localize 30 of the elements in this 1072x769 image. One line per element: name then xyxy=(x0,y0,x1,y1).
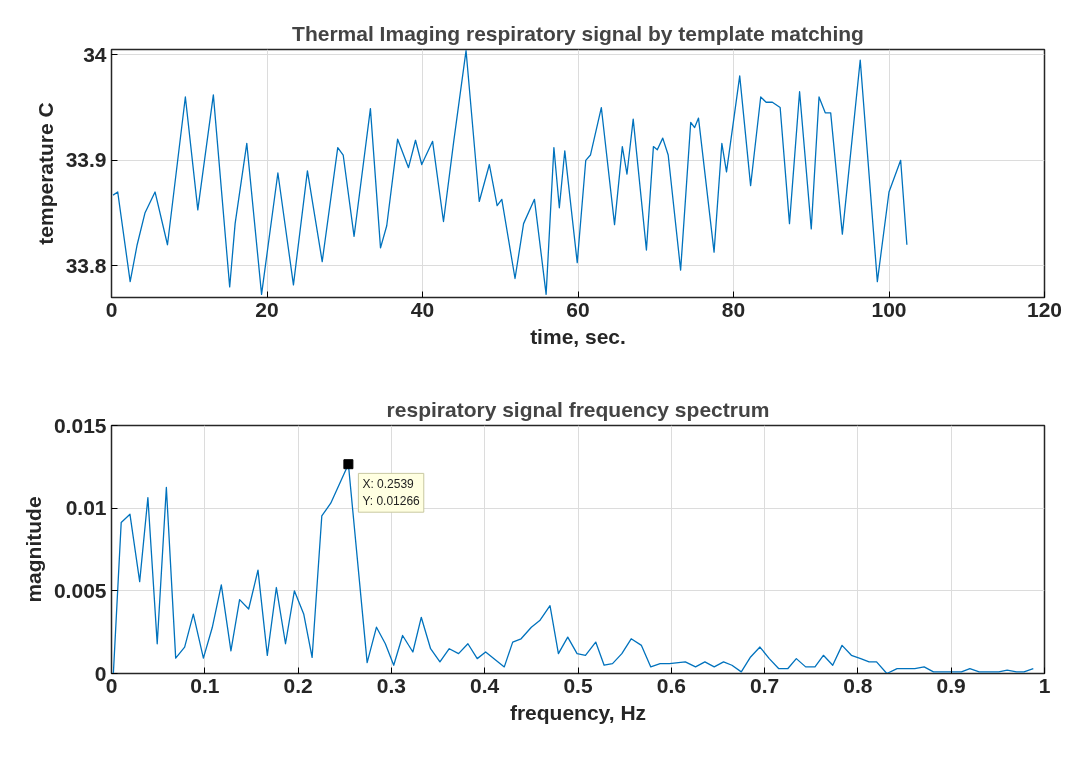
y-tick-label: 0.01 xyxy=(65,496,107,520)
chart-title: respiratory signal frequency spectrum xyxy=(386,397,770,421)
x-tick-label: 1 xyxy=(1038,673,1051,697)
x-tick-label: 0.8 xyxy=(843,673,873,697)
x-tick-label: 0.9 xyxy=(936,673,966,697)
x-tick-label: 0.4 xyxy=(470,673,500,697)
x-tick-label: 20 xyxy=(255,297,279,321)
x-axis-title: time, sec. xyxy=(530,324,626,348)
x-tick-label: 0.2 xyxy=(283,673,313,697)
x-tick-label: 100 xyxy=(871,297,907,321)
x-tick-label: 0.1 xyxy=(190,673,220,697)
annotation: X: 0.2539 Y: 0.01266 xyxy=(362,477,421,509)
y-axis-title: temperature C xyxy=(33,102,57,245)
x-tick-label: 60 xyxy=(566,297,590,321)
x-tick-label: 0.5 xyxy=(563,673,593,697)
chart-title: Thermal Imaging respiratory signal by template matching xyxy=(292,21,864,45)
y-tick-label: 33.9 xyxy=(65,148,107,172)
y-tick-label: 0.005 xyxy=(53,578,107,602)
x-tick-label: 0.3 xyxy=(376,673,407,697)
y-tick-label: 0.015 xyxy=(53,413,107,437)
x-tick-label: 120 xyxy=(1026,297,1063,321)
x-tick-label: 0.6 xyxy=(656,673,686,697)
y-tick-label: 33.8 xyxy=(65,253,107,277)
x-tick-label: 40 xyxy=(410,297,435,321)
x-axis-title: frequency, Hz xyxy=(509,700,647,724)
y-axis-title: magnitude xyxy=(21,496,45,603)
x-tick-label: 80 xyxy=(721,297,746,321)
y-tick-label: 34 xyxy=(83,42,107,66)
x-tick-label: 0.7 xyxy=(750,673,780,697)
line-series xyxy=(112,49,908,295)
